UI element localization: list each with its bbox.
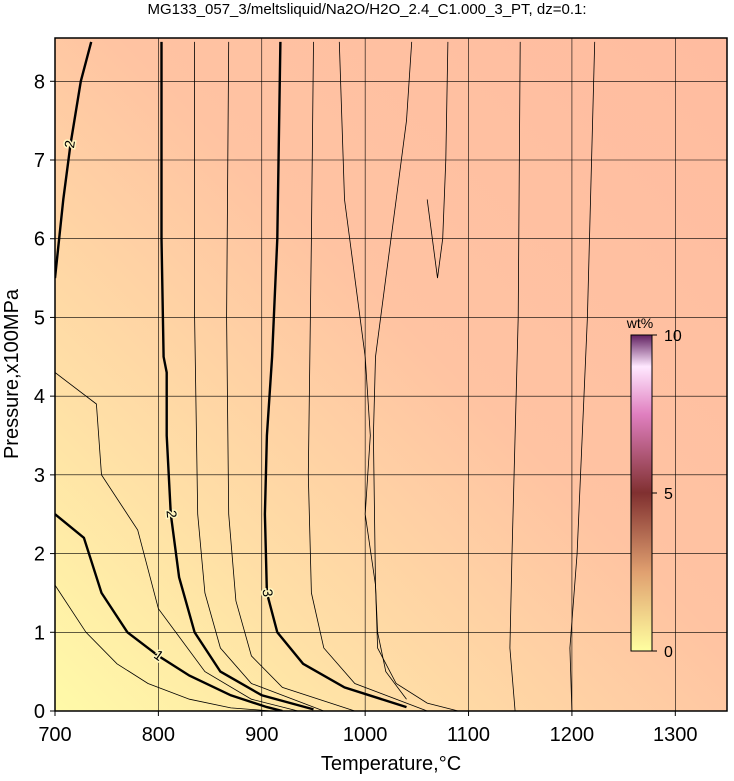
contour-line [263, 41, 407, 709]
y-tick-label: 5 [34, 307, 45, 329]
colorbar-label: wt% [626, 315, 653, 331]
contour-line [426, 41, 449, 279]
contour-line [509, 41, 521, 711]
x-tick-label: 700 [38, 724, 71, 746]
y-tick-label: 7 [34, 150, 45, 172]
plot-frame [54, 37, 728, 712]
y-tick-label: 6 [34, 229, 45, 251]
contour-line [569, 41, 596, 711]
contour-line [55, 41, 93, 279]
colorbar-tick-label: 10 [664, 328, 682, 345]
y-tick-label: 0 [34, 701, 45, 723]
x-tick-label: 800 [142, 724, 175, 746]
colorbar [630, 334, 653, 652]
contour-line [55, 584, 273, 711]
contour-line [194, 41, 324, 711]
y-tick-label: 1 [34, 622, 45, 644]
x-tick-label: 1300 [653, 724, 698, 746]
chart-title: MG133_057_3/meltsliquid/Na2O/H2O_2.4_C1.… [147, 1, 586, 18]
x-tick-label: 1200 [550, 724, 595, 746]
contour-label: 3 [260, 588, 277, 598]
y-tick-label: 8 [34, 71, 45, 93]
x-tick-label: 1100 [447, 724, 490, 746]
contour-line [160, 41, 314, 711]
colorbar-tick-label: 0 [664, 644, 673, 661]
contour-line [55, 372, 299, 711]
y-tick-label: 4 [34, 386, 45, 408]
y-axis-label: Pressure,x100MPa [1, 288, 23, 459]
y-tick-label: 2 [34, 544, 45, 566]
contour-line [338, 41, 459, 711]
plot-background [55, 38, 727, 711]
x-tick-label: 1000 [343, 724, 388, 746]
y-tick-label: 3 [34, 465, 45, 487]
x-tick-label: 900 [245, 724, 278, 746]
contour-line [372, 41, 413, 700]
contour-line [307, 41, 428, 711]
contour-label: 2 [163, 510, 180, 519]
x-axis-label: Temperature,°C [321, 753, 461, 775]
contour-line [55, 513, 283, 711]
colorbar-tick-label: 5 [664, 486, 673, 503]
contour-line [226, 41, 355, 711]
